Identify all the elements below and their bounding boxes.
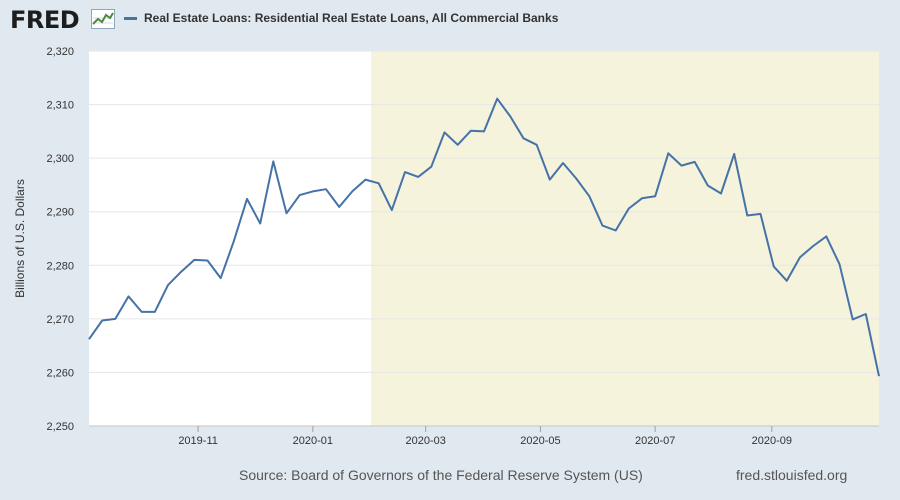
line-chart-icon <box>91 9 115 29</box>
x-tick-label: 2020-09 <box>752 435 792 447</box>
y-tick-label: 2,290 <box>46 207 74 219</box>
y-tick-label: 2,300 <box>46 153 74 165</box>
y-tick-label: 2,270 <box>46 314 74 326</box>
x-tick-label: 2020-07 <box>635 435 675 447</box>
chart-legend: Real Estate Loans: Residential Real Esta… <box>124 11 558 25</box>
y-tick-label: 2,320 <box>46 46 74 58</box>
source-note: Source: Board of Governors of the Federa… <box>239 467 643 483</box>
x-tick-label: 2020-01 <box>293 435 333 447</box>
y-tick-label: 2,310 <box>46 100 74 112</box>
recession-shading <box>371 51 879 426</box>
x-tick-label: 2020-05 <box>520 435 560 447</box>
legend-swatch <box>124 16 137 20</box>
y-tick-label: 2,260 <box>46 367 74 379</box>
chart-header: FRED Real Estate Loans: Residential Real… <box>0 0 900 40</box>
x-tick-label: 2020-03 <box>406 435 446 447</box>
series-line[interactable] <box>88 97 880 377</box>
y-axis-title: Billions of U.S. Dollars <box>13 179 27 298</box>
legend-label: Real Estate Loans: Residential Real Esta… <box>144 11 559 25</box>
x-tick-label: 2019-11 <box>178 435 218 447</box>
line-chart[interactable]: 2,250 2,260 2,270 2,280 2,290 2,300 2,310 2,320… <box>0 0 900 460</box>
site-link[interactable]: fred.stlouisfed.org <box>736 467 848 483</box>
y-tick-label: 2,280 <box>46 260 74 272</box>
y-tick-label: 2,250 <box>46 421 74 433</box>
fred-logo[interactable]: FRED <box>10 6 80 34</box>
